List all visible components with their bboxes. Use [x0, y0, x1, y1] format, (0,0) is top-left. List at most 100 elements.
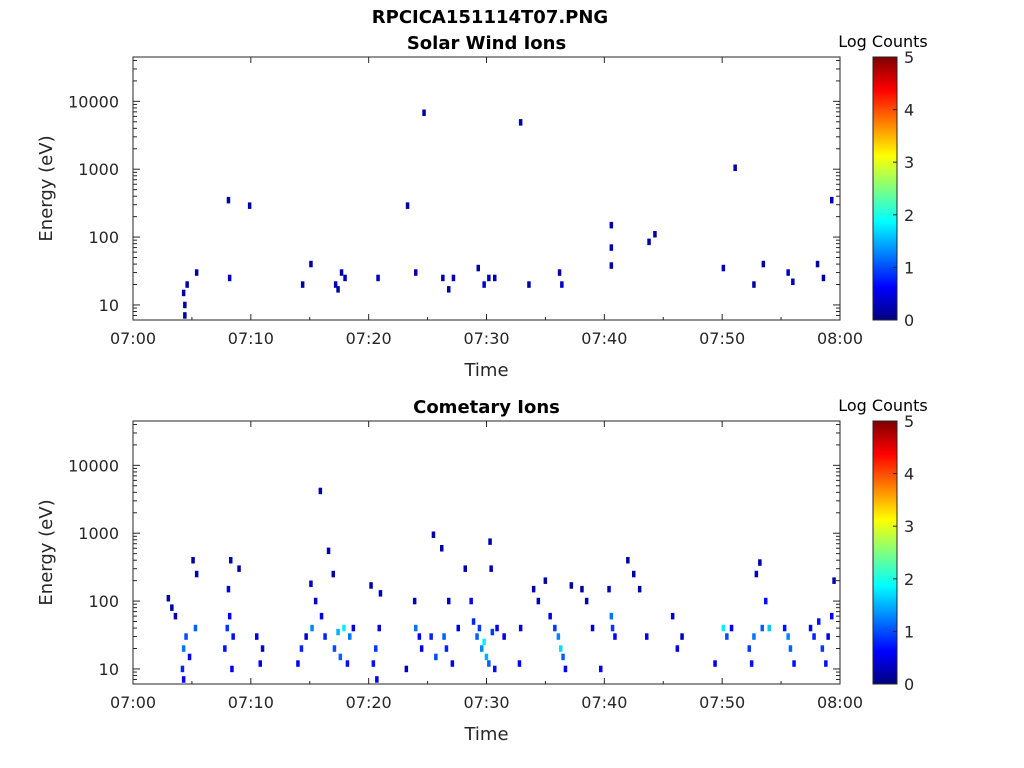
- panel2-data-cell: [493, 665, 497, 673]
- panel2-data-cell: [225, 624, 229, 632]
- panel2-data-cell: [477, 624, 482, 632]
- panel2-data-cell: [187, 653, 192, 661]
- panel2-data-cell: [782, 624, 787, 632]
- panel1-data-cell: [451, 274, 456, 282]
- panel2-y-axis-label: Energy (eV): [36, 499, 57, 605]
- panel1-data-cell: [560, 281, 564, 288]
- panel2-data-cell: [480, 645, 484, 652]
- panel2-data-cell: [419, 645, 424, 652]
- panel1-data-cell: [447, 286, 451, 293]
- panel1-data-cell: [339, 269, 344, 276]
- panel2-data-cell: [309, 580, 313, 587]
- panel2-colorbar-tick-label: 3: [904, 517, 914, 536]
- panel2-data-cell: [531, 585, 536, 593]
- panel1-data-cell: [343, 274, 347, 282]
- panel2-data-cell: [543, 577, 548, 584]
- panel2-data-cell: [729, 624, 734, 632]
- panel2-data-cell: [255, 633, 259, 640]
- panel2-data-cell: [369, 582, 373, 589]
- panel2-x-tick-label: 07:10: [228, 693, 274, 712]
- panel1-x-tick-label: 07:40: [581, 329, 627, 348]
- panel2-data-cell: [326, 547, 331, 555]
- panel2-data-cell: [469, 597, 473, 605]
- panel2-data-cell: [332, 645, 337, 652]
- panel2-data-cell: [626, 557, 630, 564]
- panel2-data-cell: [518, 624, 523, 632]
- panel1-data-cell: [791, 278, 795, 285]
- panel1-data-cell: [226, 196, 231, 204]
- panel2-data-cell: [237, 565, 241, 572]
- panel2-data-cell: [313, 597, 318, 605]
- panel2-data-cell: [375, 676, 379, 683]
- panel2-data-cell: [561, 653, 565, 661]
- panel2-data-cell: [817, 618, 821, 625]
- panel2-data-cell: [556, 633, 561, 640]
- panel2-data-cell: [786, 633, 790, 640]
- panel2-data-cell: [223, 645, 227, 652]
- panel2-data-cell: [377, 624, 381, 632]
- panel2-y-tick-label: 100: [88, 592, 119, 611]
- panel2-data-cell: [607, 585, 611, 593]
- panel1-data-cell: [815, 260, 820, 268]
- panel2-data-cell: [747, 645, 751, 652]
- panel2-data-cell: [342, 624, 346, 632]
- panel1-data-cell: [181, 289, 186, 297]
- panel2-plot: 07:00 07:10 07:20 07:30 07:40 07:50 08:00 10 100…: [36, 397, 863, 745]
- panel2-data-cell: [374, 645, 378, 652]
- panel2-data-cell: [721, 624, 726, 632]
- panel2-data-cell: [348, 633, 352, 640]
- panel2-data-cell: [569, 582, 574, 589]
- panel2-data-cell: [463, 565, 467, 572]
- panel1-data-cell: [376, 274, 380, 282]
- panel2-colorbar-gradient: [872, 420, 898, 685]
- panel2-data-cell: [173, 612, 178, 620]
- panel1-title: Solar Wind Ions: [407, 33, 566, 54]
- panel1-y-tick-label: 1000: [78, 160, 119, 179]
- panel2-data-cell: [318, 487, 323, 495]
- panel1-x-tick-label: 07:20: [346, 329, 392, 348]
- panel1-data-cell: [422, 109, 426, 116]
- panel2-data-cell: [680, 633, 684, 640]
- panel2-data-cell: [713, 660, 717, 667]
- panel2-data-cell: [471, 618, 476, 625]
- panel2-x-tick-label: 08:00: [817, 693, 863, 712]
- panel1-y-tick-label: 10: [99, 296, 119, 315]
- panel1-colorbar-tick-label: 2: [904, 206, 914, 225]
- panel1-axes-frame: [132, 56, 841, 321]
- panel2-colorbar-tick-label: 2: [904, 570, 914, 589]
- panel2-data-cell: [193, 624, 198, 632]
- panel2-x-tick-label: 07:00: [110, 693, 156, 712]
- panel2-data-cell: [323, 633, 327, 640]
- panel1-data-cell: [336, 286, 340, 293]
- panel2-data-cell: [191, 557, 195, 564]
- panel1-data-cell: [527, 281, 531, 288]
- panel1-data-cell: [333, 281, 338, 288]
- panel2-data-cell: [502, 633, 506, 640]
- panel2-data-cell: [609, 612, 614, 620]
- panel1-x-tick-label: 08:00: [817, 329, 863, 348]
- panel2-data-cell: [517, 660, 522, 667]
- panel2-axes-frame: [132, 420, 841, 685]
- panel1-data-cell: [786, 269, 790, 276]
- panel2-data-cell: [812, 633, 816, 640]
- panel2-data-cell: [484, 653, 489, 661]
- panel2-data-cell: [826, 633, 830, 640]
- panel2-colorbar-tick-label: 0: [904, 675, 914, 694]
- panel1-colorbar-tick-label: 5: [904, 48, 914, 67]
- panel2-data-cell: [670, 612, 675, 620]
- panel1-data-cell: [830, 196, 834, 204]
- panel1-data-cell: [405, 202, 410, 209]
- panel2-data-cell: [412, 597, 417, 605]
- panel1-data-cell: [493, 274, 497, 282]
- panel2-data-cell: [338, 653, 343, 661]
- panel1-x-tick-label: 07:50: [699, 329, 745, 348]
- panel2-data-cell: [229, 557, 233, 564]
- panel2-data-cell: [482, 638, 486, 646]
- panel2-data-cell: [230, 665, 234, 673]
- panel1-data-cell: [518, 119, 523, 126]
- panel2-data-cell: [170, 604, 174, 611]
- panel2-data-cell: [184, 633, 188, 640]
- panel2-data-cell: [331, 570, 335, 578]
